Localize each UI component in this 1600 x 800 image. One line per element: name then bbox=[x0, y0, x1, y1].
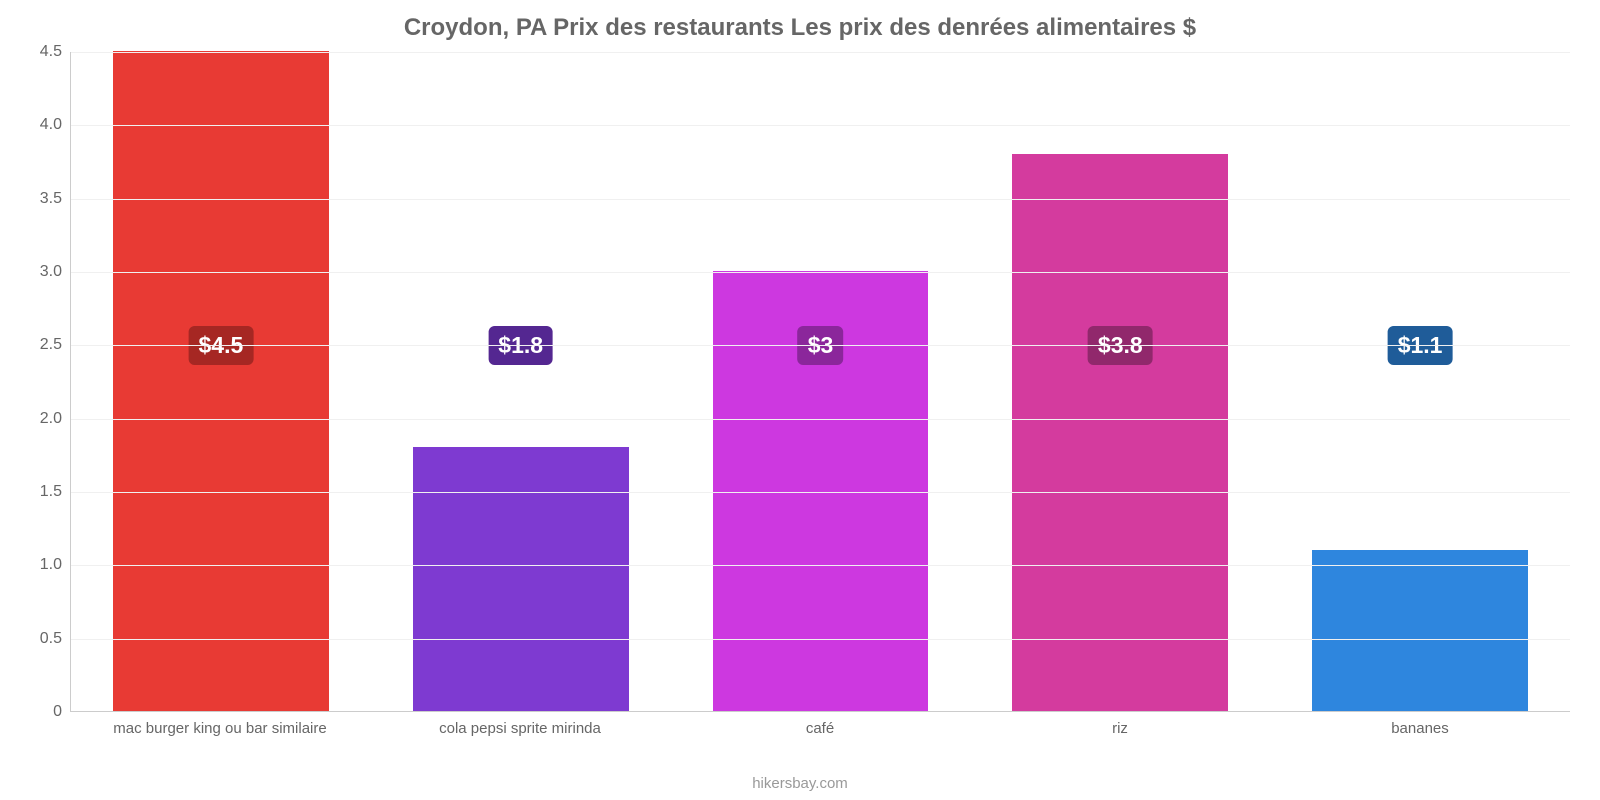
grid-line bbox=[71, 639, 1570, 640]
bar-slot: $3 bbox=[671, 52, 971, 711]
y-tick-label: 1.0 bbox=[40, 556, 62, 574]
grid-line bbox=[71, 565, 1570, 566]
chart-title: Croydon, PA Prix des restaurants Les pri… bbox=[20, 10, 1580, 46]
y-tick-label: 2.0 bbox=[40, 410, 62, 428]
grid-line bbox=[71, 199, 1570, 200]
y-tick-label: 1.5 bbox=[40, 483, 62, 501]
y-tick-label: 3.5 bbox=[40, 190, 62, 208]
x-tick-label: cola pepsi sprite mirinda bbox=[370, 712, 670, 737]
bar: $4.5 bbox=[113, 51, 329, 711]
bar-slot: $1.1 bbox=[1270, 52, 1570, 711]
x-axis: mac burger king ou bar similairecola pep… bbox=[70, 712, 1570, 737]
bar: $1.1 bbox=[1312, 550, 1528, 711]
y-tick-label: 3.0 bbox=[40, 263, 62, 281]
grid-line bbox=[71, 419, 1570, 420]
grid-line bbox=[71, 345, 1570, 346]
bar: $3.8 bbox=[1012, 154, 1228, 711]
x-tick-label: bananes bbox=[1270, 712, 1570, 737]
grid-line bbox=[71, 125, 1570, 126]
bar-slot: $1.8 bbox=[371, 52, 671, 711]
grid-line bbox=[71, 52, 1570, 53]
grid-line bbox=[71, 272, 1570, 273]
credit-text: hikersbay.com bbox=[0, 775, 1600, 792]
bar-slot: $3.8 bbox=[970, 52, 1270, 711]
bar-slot: $4.5 bbox=[71, 52, 371, 711]
plot-area: $4.5 $1.8 $3 $3.8 $1.1 bbox=[70, 52, 1570, 712]
x-tick-label: mac burger king ou bar similaire bbox=[70, 712, 370, 737]
y-tick-label: 2.5 bbox=[40, 336, 62, 354]
price-bar-chart: Croydon, PA Prix des restaurants Les pri… bbox=[0, 0, 1600, 800]
x-tick-label: café bbox=[670, 712, 970, 737]
y-tick-label: 4.0 bbox=[40, 116, 62, 134]
bars-container: $4.5 $1.8 $3 $3.8 $1.1 bbox=[71, 52, 1570, 711]
y-tick-label: 4.5 bbox=[40, 43, 62, 61]
grid-line bbox=[71, 492, 1570, 493]
plot-row: 00.51.01.52.02.53.03.54.04.5 $4.5$1.8$3$… bbox=[20, 52, 1580, 712]
bar: $1.8 bbox=[413, 447, 629, 711]
y-tick-label: 0.5 bbox=[40, 630, 62, 648]
y-axis: 00.51.01.52.02.53.03.54.04.5 bbox=[20, 52, 70, 712]
y-tick-label: 0 bbox=[53, 703, 62, 721]
x-tick-label: riz bbox=[970, 712, 1270, 737]
bar: $3 bbox=[713, 271, 929, 711]
